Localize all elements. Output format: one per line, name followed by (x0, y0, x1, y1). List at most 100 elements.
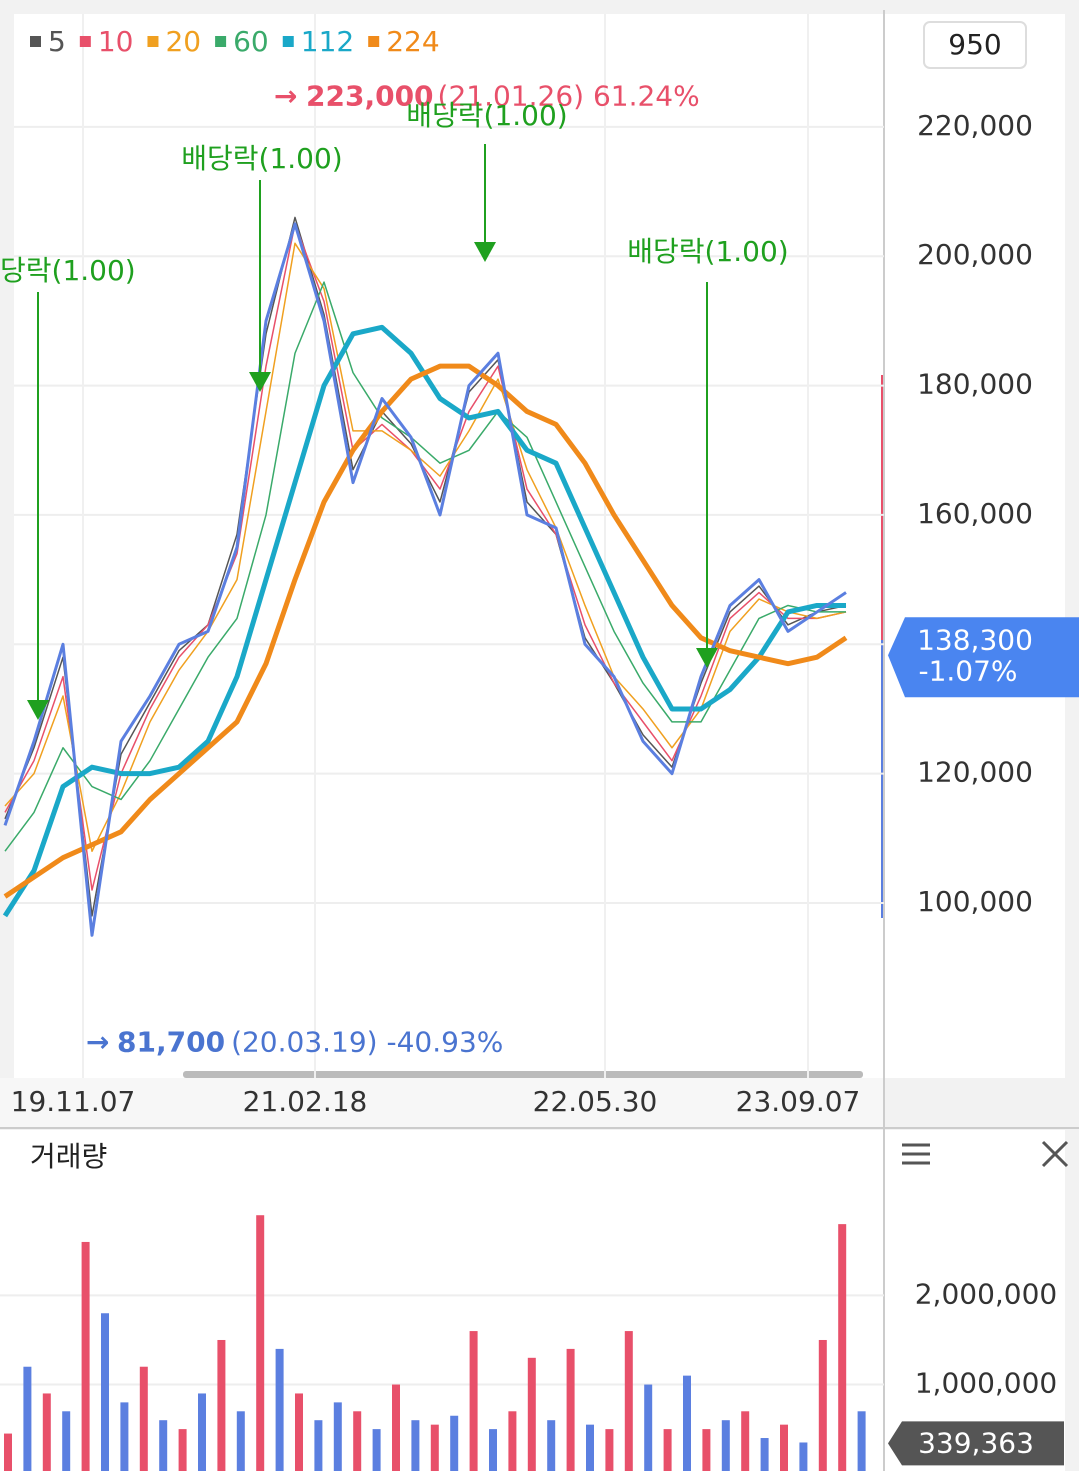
price-axis-pane (885, 14, 1065, 1078)
volume-last-label: 339,363 (918, 1426, 1034, 1459)
volume-bar (721, 1420, 730, 1471)
y-tick-label: 200,000 (917, 238, 1033, 271)
x-tick-label: 19.11.07 (11, 1085, 136, 1118)
volume-bar (818, 1339, 827, 1471)
side-box[interactable] (923, 21, 1027, 69)
volume-bar (42, 1393, 51, 1471)
volume-bar (586, 1424, 594, 1471)
volume-bar (81, 1241, 90, 1471)
volume-bar (857, 1411, 866, 1471)
legend-label: 10 (98, 25, 134, 58)
volume-bar (527, 1357, 536, 1471)
volume-bar (760, 1438, 769, 1471)
legend-swatch (282, 36, 294, 47)
volume-bar (120, 1402, 129, 1471)
volume-bar (430, 1424, 439, 1471)
legend-label: 20 (165, 25, 201, 58)
close-icon[interactable] (1041, 1140, 1069, 1168)
min-note: (20.03.19) -40.93% (231, 1025, 503, 1058)
volume-axis-pane (885, 1130, 1065, 1471)
ma-line (2, 324, 846, 918)
annotation-label: 당락(1.00) (0, 254, 136, 287)
volume-bar (799, 1442, 808, 1471)
annotation-arrowhead (249, 372, 271, 392)
volume-bar (178, 1429, 187, 1471)
scrollbar[interactable] (183, 1071, 863, 1078)
volume-bar (547, 1420, 556, 1471)
volume-bar (450, 1415, 459, 1471)
volume-bar (411, 1420, 420, 1471)
min-arrow: → (86, 1025, 109, 1058)
legend-swatch (30, 36, 41, 47)
annotation-arrowhead (474, 242, 496, 262)
ma-line (3, 363, 848, 899)
volume-bar (159, 1420, 168, 1471)
volume-bar (508, 1411, 517, 1471)
y-tick-label: 120,000 (917, 756, 1033, 789)
y-tick-label: 1,000,000 (915, 1367, 1058, 1400)
annotation-label: 배당락(1.00) (627, 235, 788, 268)
menu-icon[interactable] (902, 1143, 930, 1165)
volume-bar (4, 1433, 12, 1471)
volume-bar (624, 1331, 633, 1471)
annotation-label: 배당락(1.00) (406, 99, 567, 132)
volume-bar (392, 1384, 400, 1471)
volume-bar (741, 1411, 750, 1471)
volume-bar (605, 1429, 614, 1471)
legend-label: 112 (301, 25, 354, 58)
volume-bar (295, 1393, 303, 1471)
annotation-arrowhead (27, 700, 49, 720)
volume-bar (217, 1339, 226, 1471)
y-tick-label: 180,000 (917, 368, 1033, 401)
legend-swatch (79, 36, 91, 47)
max-arrow: → (274, 79, 297, 112)
x-tick-label: 22.05.30 (533, 1085, 658, 1118)
volume-bar (314, 1420, 323, 1471)
legend-label: 60 (233, 25, 269, 58)
price-pane (14, 14, 884, 1078)
volume-bar (275, 1348, 284, 1471)
annotation-arrowhead (696, 648, 718, 668)
last-price-change: -1.07% (918, 654, 1017, 687)
volume-bar (139, 1366, 148, 1471)
ma-line (4, 281, 846, 852)
min-label: 81,700 (117, 1025, 225, 1058)
volume-last-box (888, 1421, 1064, 1466)
volume-bar (62, 1411, 71, 1471)
volume-bar (101, 1313, 109, 1471)
volume-bar (372, 1429, 381, 1471)
ma-line (4, 242, 847, 852)
x-tick-label: 23.09.07 (736, 1085, 861, 1118)
volume-bar (469, 1331, 478, 1471)
y-tick-label: 160,000 (917, 497, 1033, 530)
volume-bar (702, 1429, 711, 1471)
side-box-text: 950 (948, 28, 1001, 61)
volume-pane (0, 1130, 884, 1471)
y-tick-label: 220,000 (917, 109, 1033, 142)
legend-label: 224 (386, 25, 439, 58)
last-price-box (888, 617, 1079, 698)
legend-label: 5 (48, 25, 66, 58)
y-tick-label: 2,000,000 (915, 1277, 1058, 1310)
volume-bar (663, 1429, 672, 1471)
y-tick-label: 100,000 (917, 885, 1033, 918)
legend-swatch (368, 36, 380, 47)
volume-bar (23, 1366, 32, 1471)
legend-swatch (147, 36, 159, 47)
volume-bar (838, 1224, 847, 1471)
volume-bar (683, 1375, 691, 1471)
volume-bar (333, 1402, 342, 1471)
volume-bar (489, 1429, 497, 1471)
x-tick-label: 21.02.18 (243, 1085, 368, 1118)
volume-bar (353, 1411, 362, 1471)
legend-swatch (215, 36, 227, 47)
last-price-label: 138,300 (917, 623, 1033, 656)
volume-bar (256, 1215, 265, 1471)
volume-bar (780, 1424, 788, 1471)
max-label: 223,000 (306, 79, 434, 112)
ma-line (4, 223, 847, 891)
max-note: (21.01.26) 61.24% (438, 79, 700, 112)
volume-bar (644, 1384, 653, 1471)
